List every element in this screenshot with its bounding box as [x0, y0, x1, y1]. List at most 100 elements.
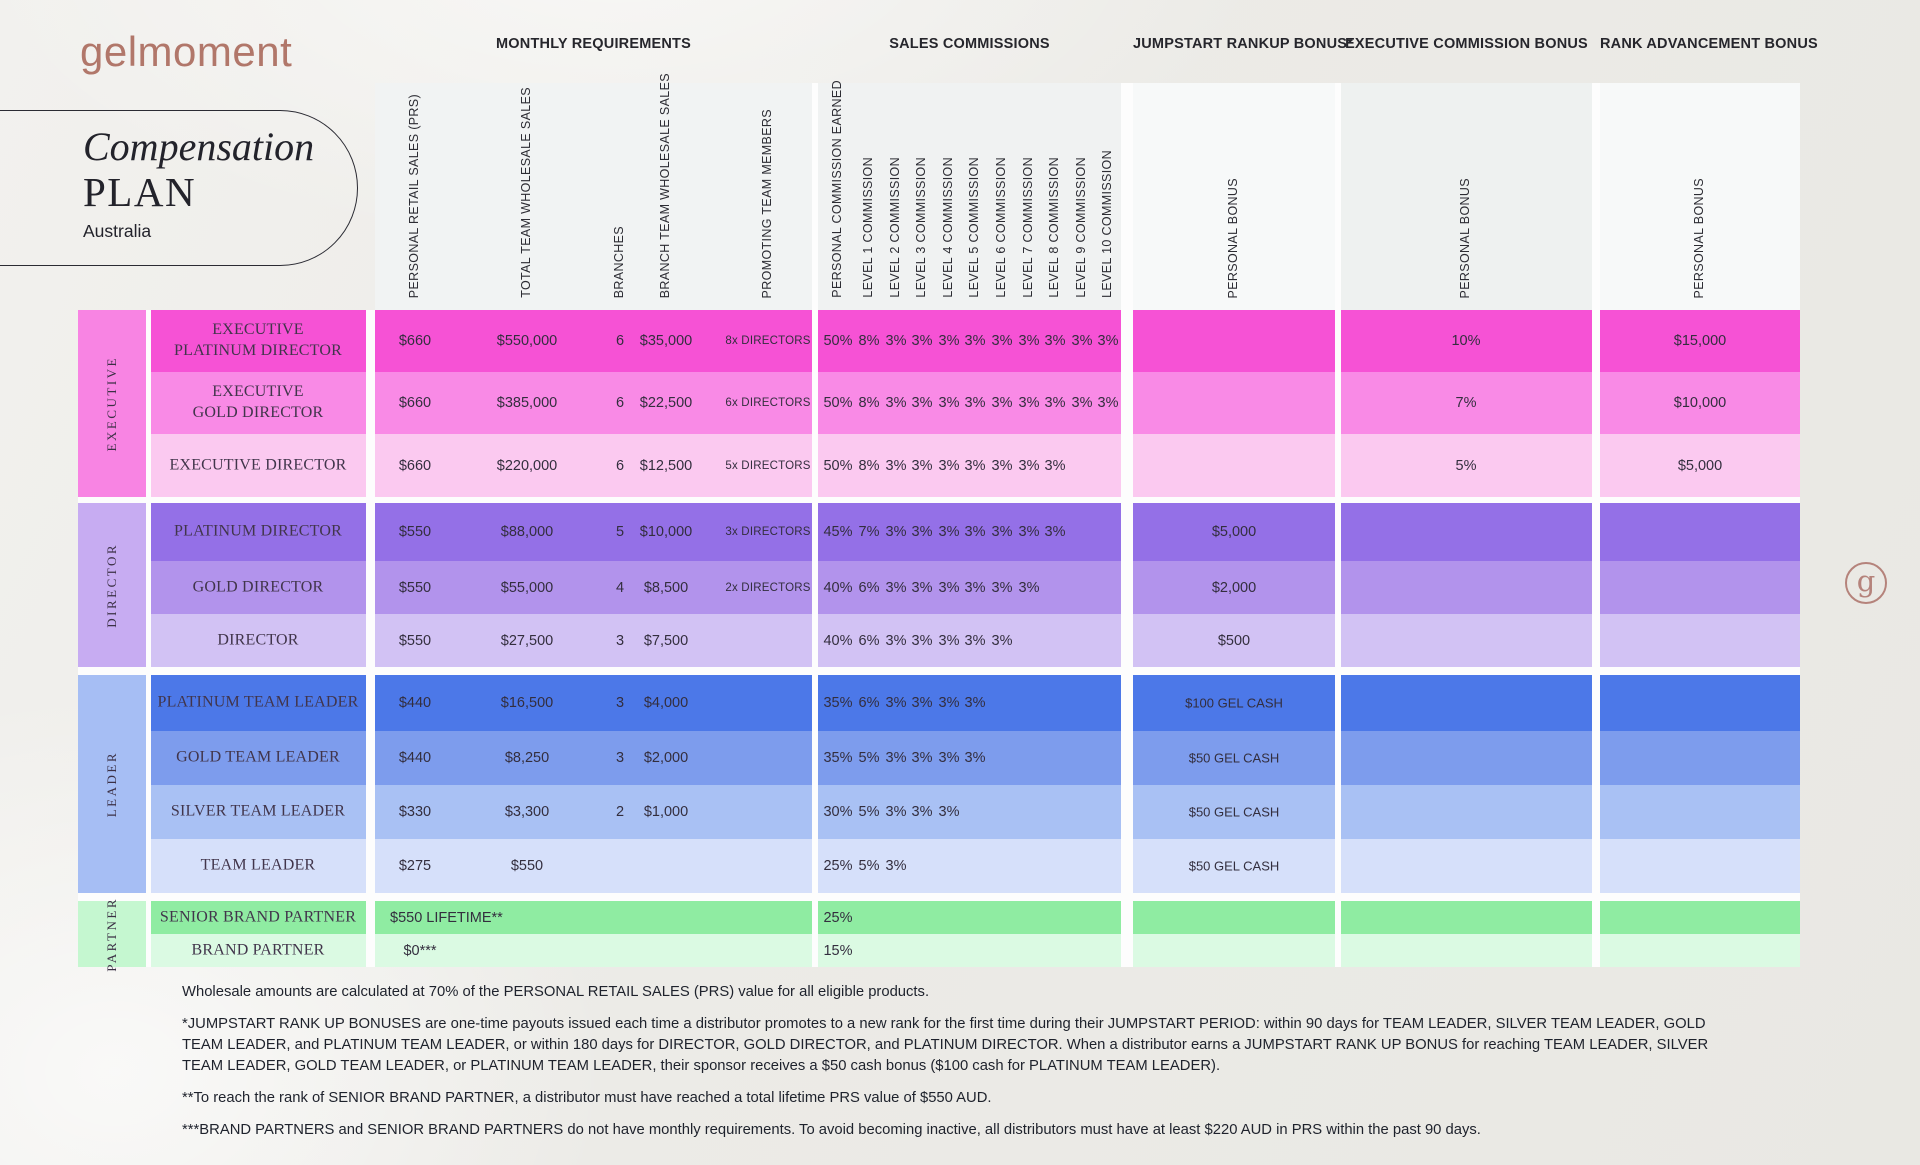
monthly-promoting: 3x DIRECTORS	[725, 526, 811, 538]
row-block-1	[375, 310, 812, 372]
commission-level-3: 3%	[911, 750, 933, 766]
monthly-promoting: 2x DIRECTORS	[725, 581, 811, 594]
row-block-3	[1133, 901, 1335, 934]
commission-level-4: 3%	[938, 524, 960, 540]
rank-name: SILVER TEAM LEADER	[170, 802, 346, 820]
commission-level-10: 3%	[1097, 333, 1119, 349]
monthly-prs: $440	[398, 695, 432, 711]
row-block-0	[151, 372, 366, 434]
column-header-promoting: PROMOTING TEAM MEMBERS	[760, 108, 774, 298]
row-block-2	[818, 731, 1121, 785]
jumpstart-bonus: $50 GEL CASH	[1188, 858, 1280, 874]
commission-level-1: 8%	[858, 333, 880, 349]
brand-monogram-icon: g	[1845, 562, 1887, 604]
column-header-level-1-commission: LEVEL 1 COMMISSION	[861, 157, 875, 298]
commission-level-5: 3%	[964, 524, 986, 540]
table-row-senior-brand-partner: SENIOR BRAND PARTNER $550 LIFETIME** 25%	[0, 901, 1920, 934]
commission-level-10: 3%	[1097, 395, 1119, 411]
footnote-wholesale: Wholesale amounts are calculated at 70% …	[182, 984, 930, 1000]
monthly-branches: 6	[615, 457, 625, 474]
monthly-branches: 6	[615, 333, 625, 349]
row-block-0	[151, 901, 366, 934]
rank-name: PLATINUM TEAM LEADER	[157, 693, 359, 711]
monthly-branch-team-wholesale: $10,000	[639, 524, 693, 540]
table-row-executive-platinum-director: EXECUTIVE PLATINUM DIRECTOR $660 $550,000 6…	[0, 310, 1920, 372]
row-block-2	[818, 901, 1121, 934]
commission-level-2: 3%	[885, 750, 907, 766]
commission-level-2: 3%	[885, 524, 907, 540]
monthly-promoting: 6x DIRECTORS	[725, 397, 811, 409]
jumpstart-bonus: $100 GEL CASH	[1185, 695, 1283, 711]
commission-level-5: 3%	[964, 632, 986, 649]
row-block-5	[1600, 785, 1800, 839]
commission-level-2: 3%	[885, 632, 907, 649]
row-block-3	[1133, 675, 1335, 731]
commission-level-6: 3%	[991, 524, 1013, 540]
jumpstart-bonus: $50 GEL CASH	[1188, 804, 1280, 820]
section-title-jumpstart-bonus: JUMPSTART RANKUP BONUS*	[1133, 36, 1353, 52]
commission-level-2: 3%	[885, 695, 907, 711]
rank-advancement-bonus: $15,000	[1673, 333, 1727, 349]
monthly-prs: $660	[398, 395, 432, 411]
row-block-2	[818, 934, 1121, 967]
commission-personal: 50%	[823, 333, 853, 349]
commission-level-4: 3%	[938, 579, 960, 596]
row-block-2	[818, 839, 1121, 893]
row-block-0	[151, 839, 366, 893]
commission-level-3: 3%	[911, 579, 933, 596]
monthly-requirement-note: $550 LIFETIME**	[390, 909, 503, 926]
commission-personal: 25%	[823, 909, 853, 926]
row-block-5	[1600, 310, 1800, 372]
monthly-branch-team-wholesale: $1,000	[643, 804, 689, 820]
row-block-3	[1133, 372, 1335, 434]
commission-level-1: 8%	[858, 395, 880, 411]
commission-level-5: 3%	[964, 457, 986, 474]
monthly-branch-team-wholesale: $8,500	[643, 579, 689, 596]
column-header-level-8-commission: LEVEL 8 COMMISSION	[1047, 157, 1061, 298]
row-block-3	[1133, 614, 1335, 667]
commission-level-3: 3%	[911, 804, 933, 820]
commission-level-2: 3%	[885, 333, 907, 349]
monthly-total-team-wholesale: $220,000	[496, 457, 558, 474]
row-block-1	[375, 503, 812, 561]
commission-personal: 50%	[823, 395, 853, 411]
section-title-sales-commissions: SALES COMMISSIONS	[889, 36, 1050, 52]
section-title-executive-commission-bonus: EXECUTIVE COMMISSION BONUS	[1345, 36, 1588, 52]
monthly-total-team-wholesale: $550	[510, 858, 544, 874]
row-block-1	[375, 434, 812, 497]
executive-commission-bonus: 5%	[1455, 457, 1477, 474]
column-header-level-3-commission: LEVEL 3 COMMISSION	[914, 157, 928, 298]
row-block-3	[1133, 434, 1335, 497]
column-header-total-team-wholesale: TOTAL TEAM WHOLESALE SALES	[519, 87, 533, 298]
monthly-prs: $440	[398, 750, 432, 766]
commission-level-7: 3%	[1018, 457, 1040, 474]
row-block-4	[1341, 434, 1592, 497]
commission-level-5: 3%	[964, 395, 986, 411]
rank-name: EXECUTIVE GOLD DIRECTOR	[192, 383, 324, 421]
commission-level-2: 3%	[885, 457, 907, 474]
column-header-branch-team-wholesale: BRANCH TEAM WHOLESALE SALES	[658, 72, 672, 298]
row-block-3	[1133, 503, 1335, 561]
row-block-2	[818, 785, 1121, 839]
monthly-promoting: 8x DIRECTORS	[725, 335, 811, 347]
row-block-0	[151, 561, 366, 614]
table-row-silver-team-leader: SILVER TEAM LEADER $330 $3,300 2 $1,000 30% 5%…	[0, 785, 1920, 839]
monthly-branch-team-wholesale: $35,000	[639, 333, 693, 349]
commission-level-4: 3%	[938, 632, 960, 649]
column-header-level-6-commission: LEVEL 6 COMMISSION	[994, 157, 1008, 298]
commission-level-8: 3%	[1044, 457, 1066, 474]
row-block-5	[1600, 561, 1800, 614]
plan-title-compensation: Compensation	[83, 124, 315, 169]
table-row-director: DIRECTOR $550 $27,500 3 $7,500 40% 6% 3% 3% 3% 3% 3…	[0, 614, 1920, 667]
commission-level-8: 3%	[1044, 524, 1066, 540]
rank-name: PLATINUM DIRECTOR	[173, 522, 343, 540]
row-block-3	[1133, 934, 1335, 967]
row-block-0	[151, 934, 366, 967]
rank-name: GOLD TEAM LEADER	[176, 748, 340, 766]
row-block-2	[818, 675, 1121, 731]
commission-level-1: 6%	[858, 695, 880, 711]
row-block-4	[1341, 675, 1592, 731]
commission-level-8: 3%	[1044, 333, 1066, 349]
monthly-total-team-wholesale: $27,500	[500, 632, 554, 649]
